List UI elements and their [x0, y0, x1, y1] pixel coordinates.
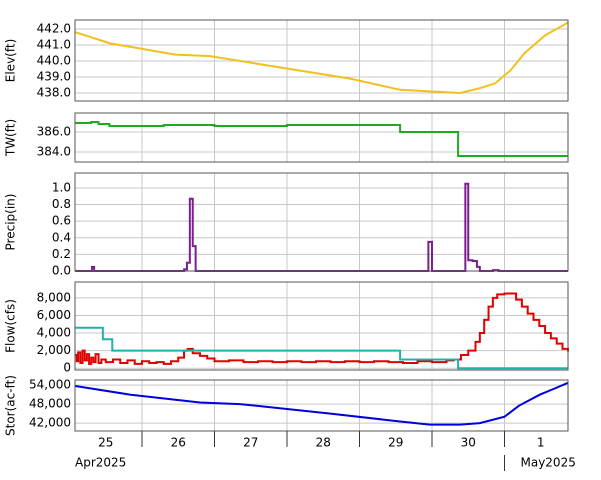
- y-axis-label: Stor(ac-ft): [4, 375, 18, 436]
- x-tick-label: 30: [461, 436, 476, 450]
- x-tick-label: 29: [388, 436, 403, 450]
- series-line: [75, 121, 568, 157]
- y-tick-label: 0.8: [52, 197, 71, 211]
- month-label: Apr2025: [75, 456, 126, 470]
- y-tick-label: 0.6: [52, 214, 71, 228]
- y-tick-label: 0.2: [52, 247, 71, 261]
- y-axis-label: TW(ft): [4, 119, 18, 157]
- y-tick-label: 386.0: [37, 125, 71, 139]
- y-tick-label: 0.4: [52, 230, 71, 244]
- y-tick-label: 1.0: [52, 180, 71, 194]
- y-axis-label: Precip(in): [4, 194, 18, 251]
- y-tick-label: 384.0: [37, 145, 71, 159]
- y-tick-label: 4,000: [37, 326, 71, 340]
- plot-frame: [74, 19, 569, 102]
- x-tick-label: 1: [537, 436, 545, 450]
- series-line: [75, 381, 569, 426]
- y-tick-label: 42,000: [29, 416, 71, 430]
- x-tick-label: 27: [243, 436, 258, 450]
- plot-frame: [74, 379, 569, 432]
- plot-frame: [74, 112, 569, 163]
- y-tick-label: 441.0: [37, 37, 71, 51]
- y-tick-label: 48,000: [29, 397, 71, 411]
- series-line: [75, 182, 568, 272]
- y-axis-label: Elev(ft): [4, 39, 18, 82]
- y-tick-label: 2,000: [37, 343, 71, 357]
- series-line: [75, 326, 568, 370]
- series-line: [74, 21, 569, 95]
- y-tick-label: 440.0: [37, 53, 71, 67]
- y-tick-label: 6,000: [37, 308, 71, 322]
- series-line: [75, 292, 569, 365]
- x-tick-label: 28: [316, 436, 331, 450]
- y-tick-label: 442.0: [37, 21, 71, 35]
- y-tick-label: 438.0: [37, 85, 71, 99]
- x-tick-label: 25: [98, 436, 113, 450]
- y-tick-label: 0.0: [52, 264, 71, 278]
- y-tick-label: 0: [63, 361, 71, 375]
- y-tick-label: 8,000: [37, 290, 71, 304]
- y-tick-label: 439.0: [37, 69, 71, 83]
- y-axis-label: Flow(cfs): [4, 299, 18, 353]
- plot-frame: [74, 281, 569, 371]
- x-tick-label: 26: [171, 436, 186, 450]
- plot-frame: [74, 172, 569, 272]
- y-tick-label: 54,000: [29, 378, 71, 392]
- month-label: May2025: [520, 456, 575, 470]
